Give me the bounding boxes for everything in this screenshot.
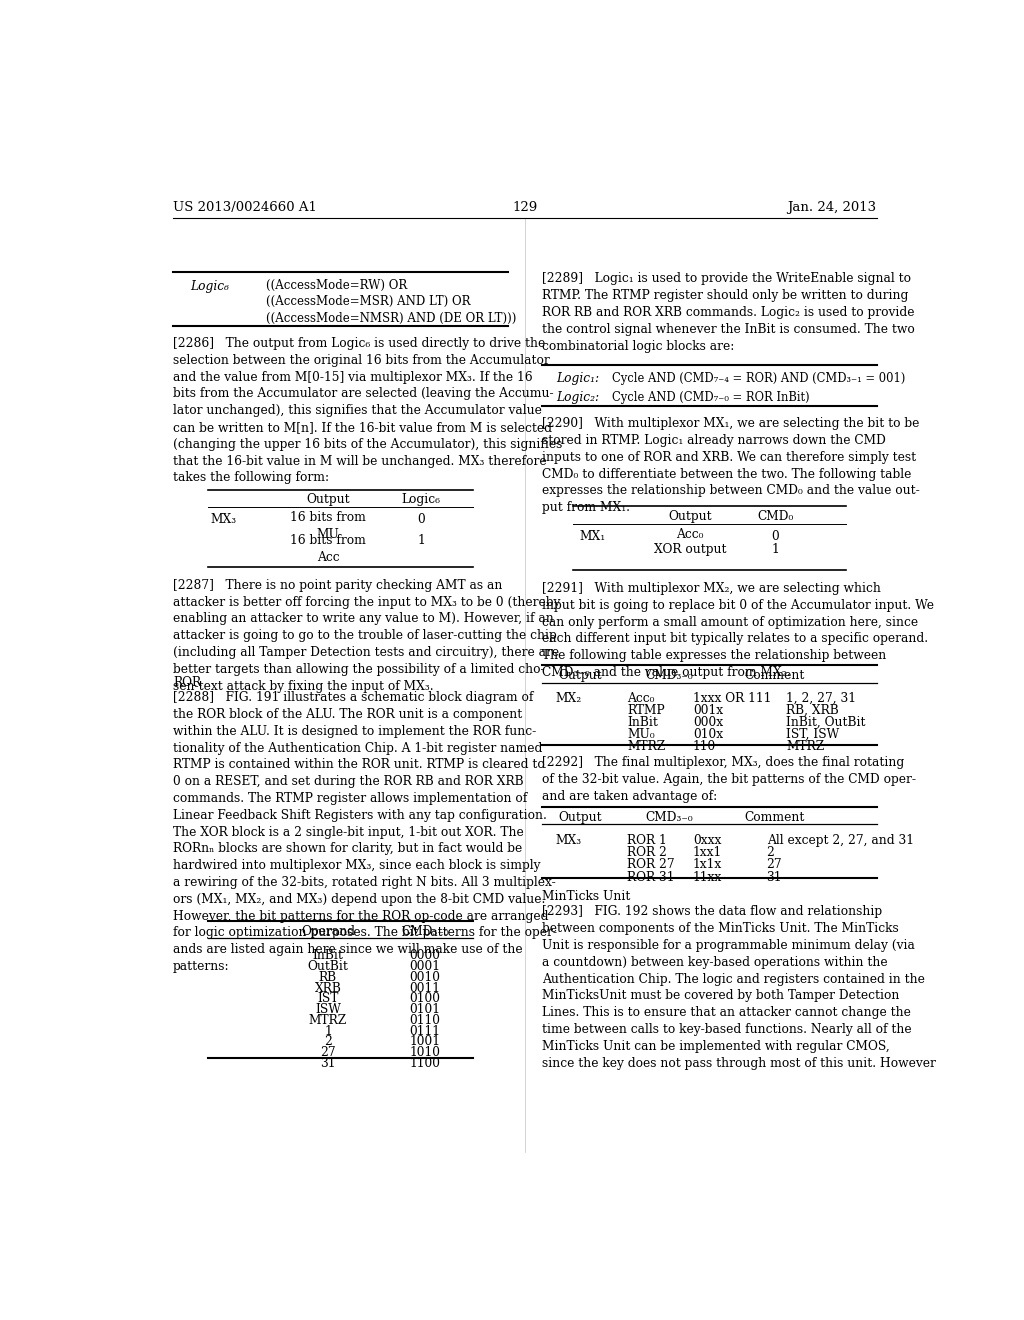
Text: Output: Output [306, 494, 350, 507]
Text: 0xxx: 0xxx [693, 834, 721, 846]
Text: [2291]   With multiplexor MX₂, we are selecting which
input bit is going to repl: [2291] With multiplexor MX₂, we are sele… [542, 582, 934, 678]
Text: ROR 27: ROR 27 [627, 858, 675, 871]
Text: Output: Output [559, 810, 602, 824]
Text: CMD₀: CMD₀ [757, 511, 794, 523]
Text: 1: 1 [417, 535, 425, 548]
Text: Acc₀: Acc₀ [676, 528, 703, 541]
Text: MX₃: MX₃ [210, 513, 237, 527]
Text: [2290]   With multiplexor MX₁, we are selecting the bit to be
stored in RTMP. Lo: [2290] With multiplexor MX₁, we are sele… [542, 417, 920, 513]
Text: Output: Output [559, 669, 602, 682]
Text: ROR: ROR [173, 676, 201, 689]
Text: 1010: 1010 [410, 1047, 440, 1059]
Text: 11xx: 11xx [693, 871, 722, 883]
Text: 1001: 1001 [410, 1035, 440, 1048]
Text: 31: 31 [321, 1057, 336, 1071]
Text: 1x1x: 1x1x [693, 858, 722, 871]
Text: Comment: Comment [744, 669, 805, 682]
Text: 0110: 0110 [410, 1014, 440, 1027]
Text: Logic₁:: Logic₁: [556, 372, 599, 385]
Text: ROR 2: ROR 2 [627, 846, 667, 859]
Text: MX₂: MX₂ [556, 692, 582, 705]
Text: 27: 27 [321, 1047, 336, 1059]
Text: 2: 2 [767, 846, 774, 859]
Text: US 2013/0024660 A1: US 2013/0024660 A1 [173, 201, 316, 214]
Text: 1100: 1100 [410, 1057, 440, 1071]
Text: 1xxx OR 111: 1xxx OR 111 [693, 692, 771, 705]
Text: Logic₆: Logic₆ [401, 494, 440, 507]
Text: 0010: 0010 [410, 970, 440, 983]
Text: MTRZ: MTRZ [309, 1014, 347, 1027]
Text: [2286]   The output from Logic₆ is used directly to drive the
selection between : [2286] The output from Logic₆ is used di… [173, 337, 562, 484]
Text: [2287]   There is no point parity checking AMT as an
attacker is better off forc: [2287] There is no point parity checking… [173, 578, 560, 693]
Text: RTMP: RTMP [627, 704, 665, 717]
Text: MTRZ: MTRZ [627, 739, 666, 752]
Text: 0101: 0101 [410, 1003, 440, 1016]
Text: [2292]   The final multiplexor, MX₃, does the final rotating
of the 32-bit value: [2292] The final multiplexor, MX₃, does … [542, 756, 915, 803]
Text: 0111: 0111 [410, 1024, 440, 1038]
Text: RB: RB [318, 970, 337, 983]
Text: Cycle AND (CMD₇₋₀ = ROR InBit): Cycle AND (CMD₇₋₀ = ROR InBit) [611, 391, 809, 404]
Text: 001x: 001x [693, 704, 723, 717]
Text: 1: 1 [324, 1024, 332, 1038]
Text: 16 bits from
MU: 16 bits from MU [290, 511, 366, 541]
Text: 0: 0 [417, 513, 425, 527]
Text: XRB: XRB [314, 982, 341, 994]
Text: 2: 2 [324, 1035, 332, 1048]
Text: 27: 27 [767, 858, 782, 871]
Text: MTRZ: MTRZ [786, 739, 824, 752]
Text: MinTicks Unit: MinTicks Unit [542, 890, 630, 903]
Text: 1: 1 [771, 543, 779, 556]
Text: 1xx1: 1xx1 [693, 846, 722, 859]
Text: XOR output: XOR output [653, 543, 726, 556]
Text: CMD₃₋₀: CMD₃₋₀ [646, 810, 693, 824]
Text: 0: 0 [771, 531, 779, 544]
Text: Jan. 24, 2013: Jan. 24, 2013 [787, 201, 877, 214]
Text: OutBit: OutBit [307, 960, 348, 973]
Text: Acc₀: Acc₀ [627, 692, 654, 705]
Text: ROR 1: ROR 1 [627, 834, 667, 846]
Text: Operand: Operand [301, 924, 355, 937]
Text: 0001: 0001 [410, 960, 440, 973]
Text: [2293]   FIG. 192 shows the data flow and relationship
between components of the: [2293] FIG. 192 shows the data flow and … [542, 906, 936, 1069]
Text: 31: 31 [767, 871, 782, 883]
Text: Output: Output [668, 511, 712, 523]
Text: 010x: 010x [693, 727, 723, 741]
Text: 110: 110 [693, 739, 716, 752]
Text: MU₀: MU₀ [627, 727, 655, 741]
Text: InBit: InBit [312, 949, 343, 962]
Text: RB, XRB: RB, XRB [786, 704, 839, 717]
Text: CMD₃₋₀: CMD₃₋₀ [646, 669, 693, 682]
Text: ROR 31: ROR 31 [627, 871, 675, 883]
Text: ISW: ISW [315, 1003, 341, 1016]
Text: 16 bits from
Acc: 16 bits from Acc [290, 535, 366, 564]
Text: InBit: InBit [627, 715, 658, 729]
Text: Logic₆: Logic₆ [190, 280, 229, 293]
Text: [2289]   Logic₁ is used to provide the WriteEnable signal to
RTMP. The RTMP regi: [2289] Logic₁ is used to provide the Wri… [542, 272, 914, 352]
Text: MX₁: MX₁ [580, 531, 605, 544]
Text: Cycle AND (CMD₇₋₄ = ROR) AND (CMD₃₋₁ = 001): Cycle AND (CMD₇₋₄ = ROR) AND (CMD₃₋₁ = 0… [611, 372, 905, 385]
Text: 0100: 0100 [410, 993, 440, 1006]
Text: 000x: 000x [693, 715, 723, 729]
Text: 0000: 0000 [410, 949, 440, 962]
Text: MX₃: MX₃ [556, 834, 582, 846]
Text: 129: 129 [512, 201, 538, 214]
Text: CMD₃₋₀: CMD₃₋₀ [401, 924, 449, 937]
Text: 1, 2, 27, 31: 1, 2, 27, 31 [786, 692, 856, 705]
Text: All except 2, 27, and 31: All except 2, 27, and 31 [767, 834, 913, 846]
Text: IST: IST [317, 993, 339, 1006]
Text: IST, ISW: IST, ISW [786, 727, 840, 741]
Text: 0011: 0011 [410, 982, 440, 994]
Text: Logic₂:: Logic₂: [556, 391, 599, 404]
Text: Comment: Comment [744, 810, 805, 824]
Text: [2288]   FIG. 191 illustrates a schematic block diagram of
the ROR block of the : [2288] FIG. 191 illustrates a schematic … [173, 692, 557, 973]
Text: ((AccessMode=RW) OR
((AccessMode=MSR) AND LT) OR
((AccessMode=NMSR) AND (DE OR L: ((AccessMode=RW) OR ((AccessMode=MSR) AN… [266, 279, 516, 325]
Text: InBit, OutBit: InBit, OutBit [786, 715, 865, 729]
